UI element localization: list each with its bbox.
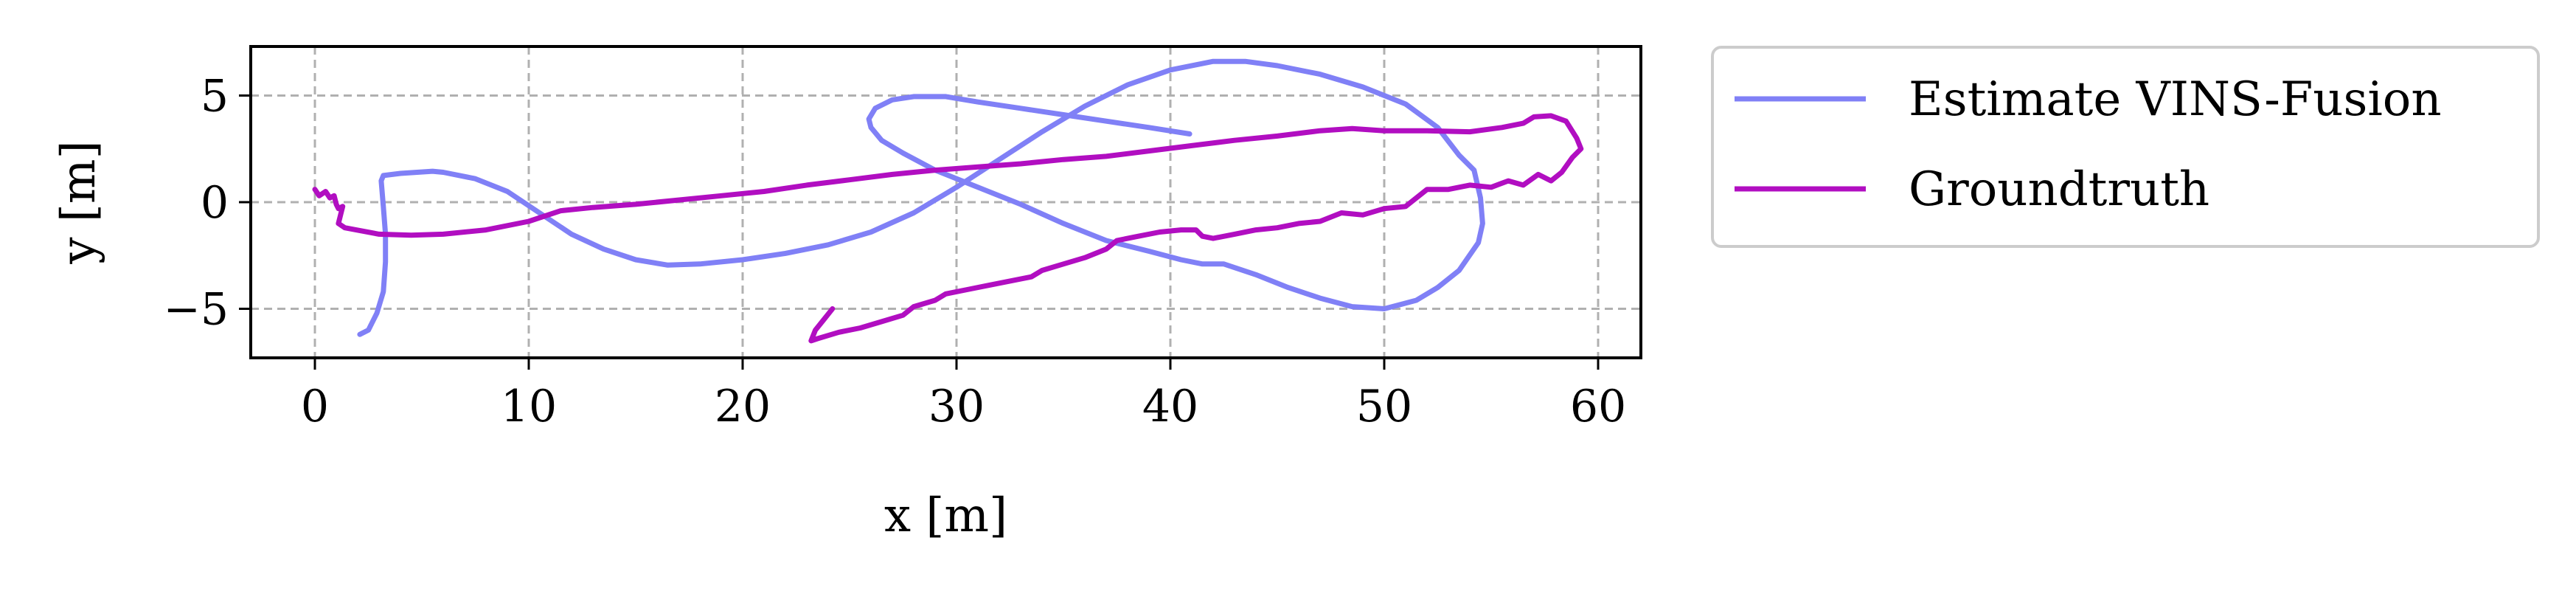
x-tick-label: 50 — [1356, 381, 1412, 432]
y-tick-label: 5 — [201, 70, 229, 122]
legend: Estimate VINS-Fusion Groundtruth — [1711, 46, 2540, 248]
x-axis-ticks: 0 10 20 30 40 50 60 — [301, 358, 1626, 432]
series-layer — [312, 58, 1584, 344]
x-tick-label: 20 — [715, 381, 771, 432]
x-tick-label: 40 — [1142, 381, 1198, 432]
series-line-estimate — [357, 58, 1485, 337]
series-line-groundtruth — [312, 113, 1584, 344]
legend-entry-estimate: Estimate VINS-Fusion — [1909, 72, 2442, 127]
x-tick-label: 60 — [1570, 381, 1626, 432]
x-axis-label: x [m] — [884, 488, 1007, 543]
y-axis-label: y [m] — [52, 140, 106, 264]
legend-entry-groundtruth: Groundtruth — [1909, 162, 2209, 217]
grid — [251, 46, 1641, 358]
x-tick-label: 30 — [928, 381, 985, 432]
legend-box — [1711, 46, 2540, 248]
y-tick-label: 0 — [201, 177, 229, 229]
x-tick-label: 10 — [501, 381, 557, 432]
y-tick-label: −5 — [164, 284, 229, 336]
y-axis-ticks: 5 0 −5 — [164, 70, 251, 336]
x-tick-label: 0 — [301, 381, 329, 432]
